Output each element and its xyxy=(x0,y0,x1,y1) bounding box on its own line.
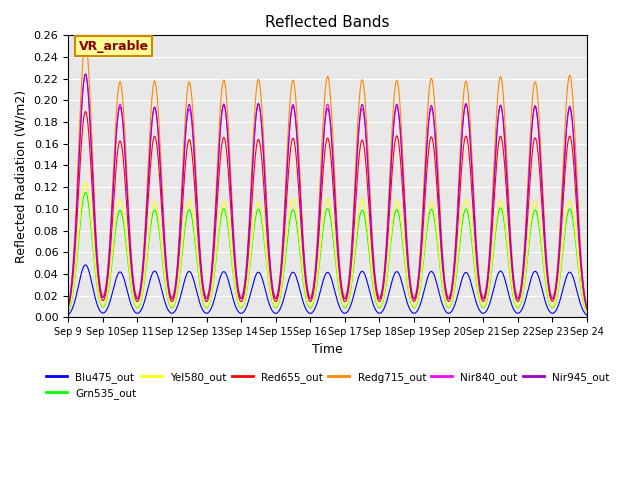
X-axis label: Time: Time xyxy=(312,343,343,356)
Legend: Blu475_out, Grn535_out, Yel580_out, Red655_out, Redg715_out, Nir840_out, Nir945_: Blu475_out, Grn535_out, Yel580_out, Red6… xyxy=(42,368,614,403)
Text: VR_arable: VR_arable xyxy=(79,39,148,53)
Title: Reflected Bands: Reflected Bands xyxy=(266,15,390,30)
Y-axis label: Reflected Radiation (W/m2): Reflected Radiation (W/m2) xyxy=(15,90,28,263)
